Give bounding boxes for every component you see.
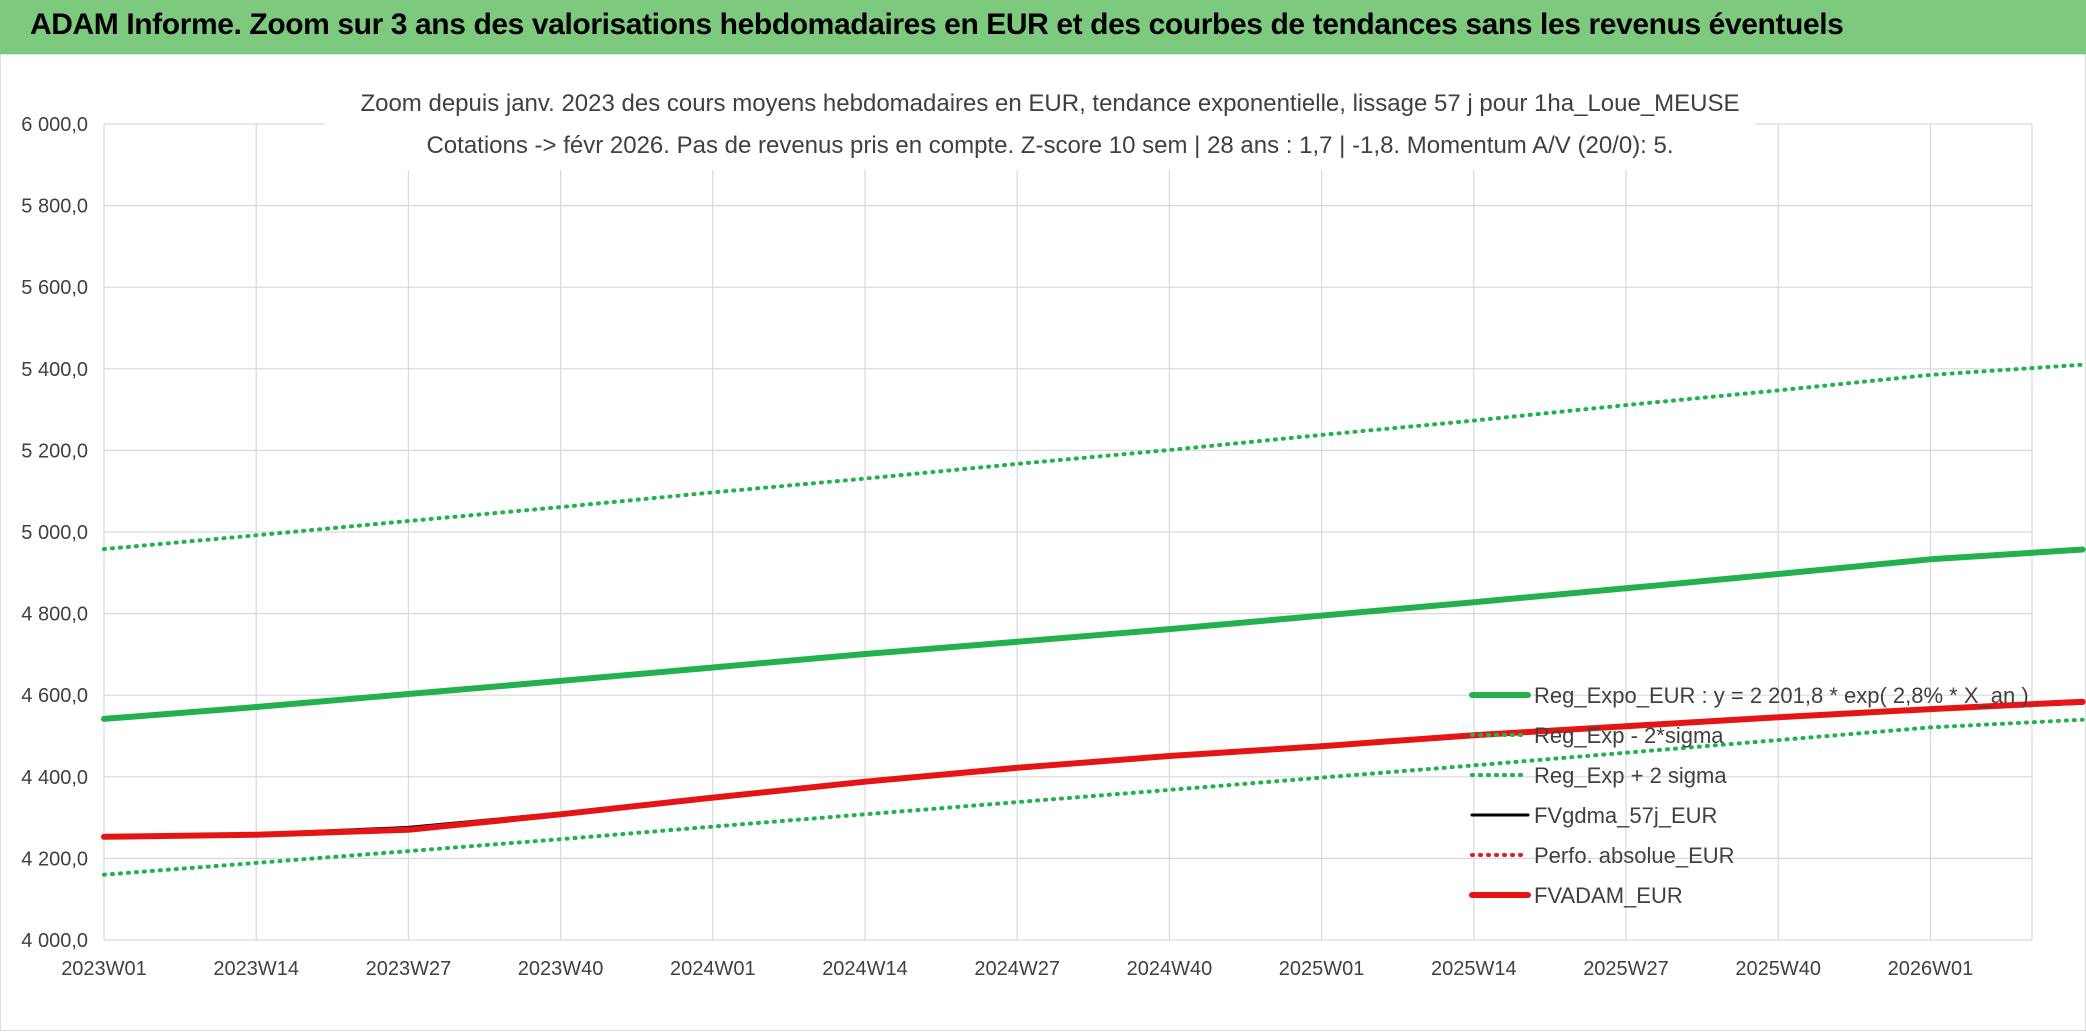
legend-label: FVADAM_EUR bbox=[1534, 883, 1683, 908]
y-tick-label: 4 600,0 bbox=[21, 685, 88, 707]
series-line-0-reg-expo-eur bbox=[101, 546, 2086, 722]
line-chart: Zoom depuis janv. 2023 des cours moyens … bbox=[0, 53, 2086, 1032]
axes: 6 000,0 5 800,0 5 600,0 5 400,0 5 200,0 5 000… bbox=[21, 114, 1973, 980]
y-tick-label: 4 000,0 bbox=[21, 930, 88, 952]
legend-label: Reg_Expo_EUR : y = 2 201,8 * exp( 2,8% *… bbox=[1534, 683, 2029, 708]
legend-label: Reg_Exp - 2*sigma bbox=[1534, 723, 1724, 748]
y-tick-label: 4 400,0 bbox=[21, 767, 88, 789]
x-tick-label: 2025W27 bbox=[1583, 958, 1669, 980]
y-tick-label: 4 200,0 bbox=[21, 848, 88, 870]
legend-label: Perfo. absolue_EUR bbox=[1534, 843, 1735, 868]
x-tick-label: 2024W14 bbox=[822, 958, 908, 980]
x-tick-label: 2024W01 bbox=[670, 958, 756, 980]
x-tick-label: 2025W14 bbox=[1431, 958, 1517, 980]
page-title: ADAM Informe. Zoom sur 3 ans des valoris… bbox=[30, 8, 1844, 41]
chart-title-line-2: Cotations -> févr 2026. Pas de revenus p… bbox=[426, 132, 1673, 159]
chart-title-line-1: Zoom depuis janv. 2023 des cours moyens … bbox=[360, 90, 1739, 117]
x-tick-label: 2024W27 bbox=[974, 958, 1060, 980]
x-tick-label: 2023W14 bbox=[213, 958, 299, 980]
y-tick-label: 5 200,0 bbox=[21, 440, 88, 462]
series-line-5-fvadam-eur bbox=[101, 698, 2086, 840]
x-tick-label: 2023W01 bbox=[61, 958, 147, 980]
series-layer bbox=[101, 362, 2086, 877]
legend-label: FVgdma_57j_EUR bbox=[1534, 803, 1717, 828]
x-tick-label: 2025W40 bbox=[1735, 958, 1821, 980]
chart-title: Zoom depuis janv. 2023 des cours moyens … bbox=[325, 78, 1755, 170]
y-tick-label: 5 400,0 bbox=[21, 359, 88, 381]
x-tick-label: 2024W40 bbox=[1127, 958, 1213, 980]
y-tick-label: 6 000,0 bbox=[21, 114, 88, 136]
y-tick-label: 5 600,0 bbox=[21, 277, 88, 299]
grid-layer bbox=[103, 123, 2033, 941]
series-line-1-reg-exp bbox=[102, 717, 2085, 877]
legend-label: Reg_Exp + 2 sigma bbox=[1534, 763, 1727, 788]
x-tick-label: 2025W01 bbox=[1279, 958, 1365, 980]
legend: Reg_Expo_EUR : y = 2 201,8 * exp( 2,8% *… bbox=[1469, 683, 2029, 908]
chart-area: Zoom depuis janv. 2023 des cours moyens … bbox=[0, 53, 2086, 1032]
series-line-2-reg-exp bbox=[102, 362, 2085, 552]
header-bar: ADAM Informe. Zoom sur 3 ans des valoris… bbox=[0, 0, 2086, 55]
y-tick-label: 4 800,0 bbox=[21, 604, 88, 626]
y-tick-label: 5 800,0 bbox=[21, 196, 88, 218]
y-tick-label: 5 000,0 bbox=[21, 522, 88, 544]
x-tick-label: 2026W01 bbox=[1888, 958, 1974, 980]
x-tick-label: 2023W27 bbox=[366, 958, 452, 980]
x-tick-label: 2023W40 bbox=[518, 958, 604, 980]
